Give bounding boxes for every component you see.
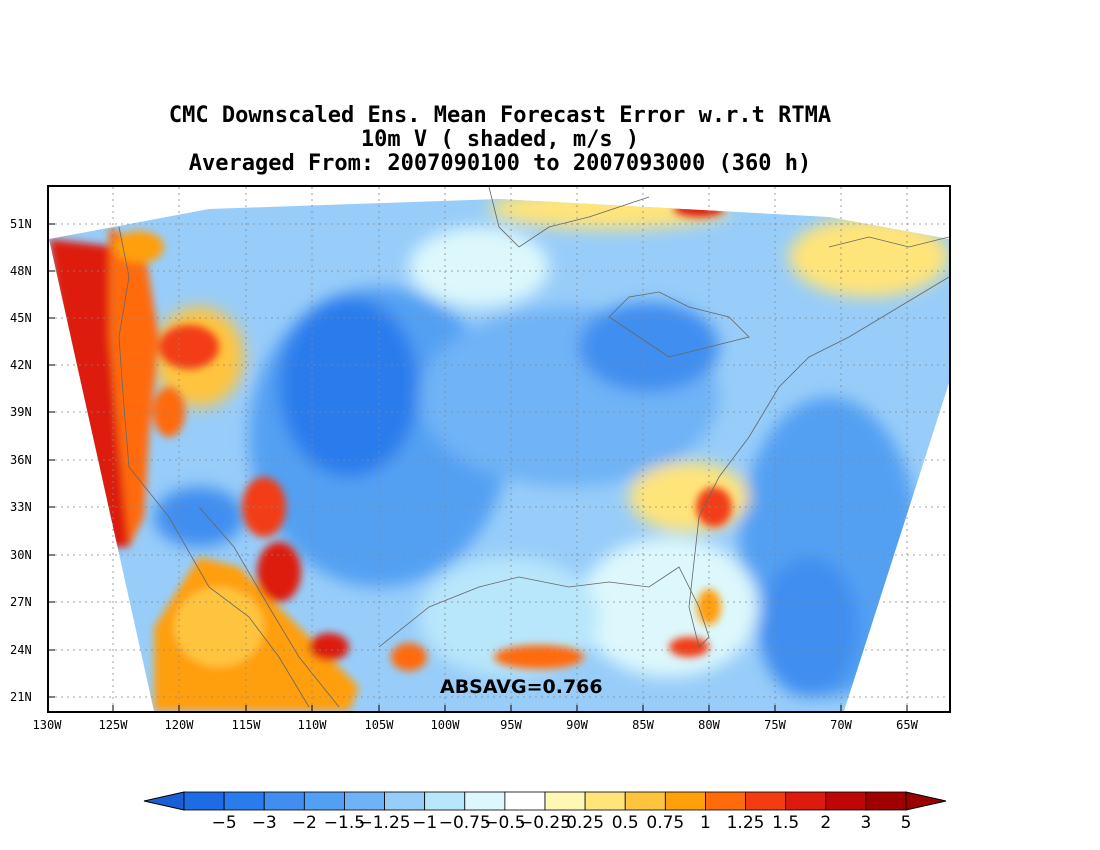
atlantic-negative-core [759, 557, 859, 697]
map-canvas [49, 187, 949, 711]
lon-label-65w: 65W [896, 718, 918, 732]
colorbar-tick-label: −0.5 [484, 813, 526, 833]
colorbar-tick-label: −0.25 [518, 813, 572, 833]
lat-label-30n: 30N [10, 548, 32, 562]
colorbar-cell [785, 791, 827, 811]
lat-label-21n: 21N [10, 690, 32, 704]
colorbar-tick-label: 2 [820, 813, 832, 833]
colorbar-cell [303, 791, 345, 811]
graticule [49, 187, 949, 711]
colorbar-tick-label: −5 [211, 813, 237, 833]
lat-label-36n: 36N [10, 453, 32, 467]
colorbar-tick-label: 1.5 [772, 813, 800, 833]
gulf-neutral [579, 537, 759, 677]
hudson-positive [674, 201, 724, 217]
colorbar-tick-label: −2 [291, 813, 317, 833]
absavg-label: ABSAVG=0.766 [440, 676, 603, 698]
lat-label-27n: 27N [10, 595, 32, 609]
lon-label-120w: 120W [164, 718, 194, 732]
colorbar-tick-label: −1.25 [358, 813, 411, 833]
lon-label-95w: 95W [500, 718, 522, 732]
lon-label-110w: 110W [297, 718, 327, 732]
colorbar-tick-label: 5 [900, 813, 912, 833]
colorbar [143, 791, 947, 811]
north-neutral [409, 227, 549, 307]
lat-label-33n: 33N [10, 500, 32, 514]
colorbar-cell [584, 791, 626, 811]
lon-label-85w: 85W [632, 718, 654, 732]
colorbar-cell [745, 791, 787, 811]
virginia-positive [696, 487, 732, 527]
rockies-negative-core [279, 297, 419, 477]
colorbar-tick-label: 0.5 [611, 813, 639, 833]
colorbar-tick-label: 3 [860, 813, 872, 833]
lon-label-100w: 100W [430, 718, 460, 732]
colorbar-cell [424, 791, 466, 811]
colorbar-tick-label: 1.25 [726, 813, 765, 833]
colorbar-tick-label: −0.75 [438, 813, 491, 833]
pacific-negative-spot [154, 487, 244, 547]
canada-positive [489, 199, 729, 229]
colorbar-cell [544, 791, 586, 811]
cuba-positive [669, 637, 709, 657]
colorbar-cell [504, 791, 546, 811]
lon-label-115w: 115W [231, 718, 261, 732]
lon-label-105w: 105W [364, 718, 394, 732]
lon-label-75w: 75W [764, 718, 786, 732]
colorbar-cell [705, 791, 746, 811]
colorbar-cell [344, 791, 385, 811]
colorbar-cell [624, 791, 666, 811]
sierra-madre-positive [309, 633, 349, 661]
colorbar-cell [263, 791, 305, 811]
lon-label-125w: 125W [98, 718, 128, 732]
colorbar-cell [223, 791, 265, 811]
lat-label-51n: 51N [10, 217, 32, 231]
colorbar-tick-label: −3 [251, 813, 277, 833]
lat-label-24n: 24N [10, 643, 32, 657]
colorbar-cell [865, 791, 907, 811]
bc-positive [114, 231, 164, 263]
coast-orange-band [109, 227, 159, 547]
colorbar-below-arrow [143, 791, 185, 811]
gulf-california-positive [242, 477, 286, 537]
colorbar-cell [384, 791, 426, 811]
baja-orange [174, 587, 264, 667]
quebec-positive [789, 217, 949, 297]
colorbar-tick-label: 0.25 [566, 813, 605, 833]
chart-title-line-3: Averaged From: 2007090100 to 2007093000 … [188, 151, 812, 176]
lat-label-39n: 39N [10, 405, 32, 419]
lon-label-70w: 70W [830, 718, 852, 732]
map-frame [47, 185, 951, 713]
colorbar-tick-label: 0.75 [646, 813, 685, 833]
lat-label-45n: 45N [10, 311, 32, 325]
chart-title-line-2: 10m V ( shaded, m/s ) [360, 127, 640, 152]
colorbar-tick-label: −1.5 [323, 813, 366, 833]
tamaulipas-positive [391, 643, 427, 671]
lon-label-130w: 130W [32, 718, 62, 732]
colorbar-cell [183, 791, 225, 811]
coastlines [118, 187, 949, 708]
colorbar-tick-label: 1 [700, 813, 711, 833]
colorbar-cell [664, 791, 706, 811]
colorbar-cell [464, 791, 506, 811]
lat-label-48n: 48N [10, 264, 32, 278]
colorbar-above-arrow [905, 791, 947, 811]
chart-title-line-1: CMC Downscaled Ens. Mean Forecast Error … [168, 103, 832, 128]
lon-label-90w: 90W [566, 718, 588, 732]
lon-label-80w: 80W [698, 718, 720, 732]
gulf-mexico-positive [494, 645, 584, 669]
great-lakes-negative [579, 302, 719, 392]
axis-ticks [49, 223, 908, 711]
colorbar-tick-label: −1 [412, 813, 438, 833]
carolina-positive [629, 462, 749, 532]
colorbar-cells [183, 791, 907, 811]
sonora-positive [257, 542, 301, 602]
colorbar-cell [825, 791, 867, 811]
lat-label-42n: 42N [10, 358, 32, 372]
idaho-positive [159, 325, 219, 369]
